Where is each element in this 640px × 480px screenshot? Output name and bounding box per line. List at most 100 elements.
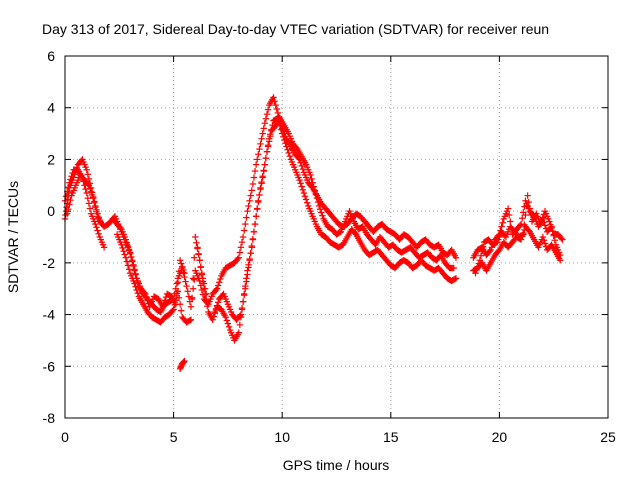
data-point [300, 189, 308, 197]
data-point [242, 220, 249, 228]
data-point [551, 237, 558, 244]
data-point [201, 285, 209, 292]
data-point [91, 199, 98, 206]
data-point [525, 198, 532, 206]
y-tick-label: -2 [43, 255, 56, 271]
data-point [271, 98, 278, 105]
data-point [202, 290, 210, 298]
data-point [479, 243, 487, 250]
data-point [257, 140, 264, 148]
data-point [296, 176, 303, 184]
data-point [209, 316, 216, 323]
data-point [495, 248, 502, 255]
data-point [170, 306, 177, 313]
data-point [197, 282, 204, 289]
data-point [546, 218, 553, 225]
series-track-c [63, 114, 566, 373]
data-point [69, 169, 76, 177]
data-point [527, 211, 535, 219]
data-point [184, 288, 191, 295]
data-point [124, 262, 132, 269]
y-tick-label: 2 [47, 151, 55, 167]
data-point [301, 193, 309, 200]
data-point [236, 321, 244, 329]
data-point [189, 275, 197, 282]
data-point [84, 171, 92, 178]
data-point [86, 205, 94, 212]
data-point [237, 311, 245, 318]
data-point [187, 316, 195, 323]
data-point [519, 231, 526, 239]
data-point [212, 305, 220, 312]
data-point [212, 286, 220, 294]
data-point [185, 293, 193, 300]
data-point [93, 224, 100, 231]
data-point [247, 249, 254, 257]
data-point [120, 248, 127, 255]
data-point [98, 220, 106, 228]
x-tick-label: 10 [274, 429, 290, 445]
data-point [235, 329, 242, 336]
data-point [131, 266, 138, 273]
data-point [67, 176, 74, 183]
data-point [65, 184, 72, 191]
data-point [249, 180, 257, 188]
data-point [121, 251, 128, 258]
data-point [179, 263, 186, 270]
data-point [299, 186, 307, 194]
data-point [538, 217, 545, 225]
data-point [267, 132, 274, 140]
data-point [189, 285, 197, 292]
data-point [249, 235, 257, 243]
data-point [270, 94, 277, 101]
data-point [183, 282, 190, 290]
data-point [248, 187, 255, 194]
data-point [247, 192, 254, 199]
data-point [255, 197, 262, 204]
data-point [132, 270, 139, 278]
data-point [539, 233, 547, 241]
data-point [240, 227, 248, 234]
data-point [259, 174, 266, 181]
data-point [181, 270, 188, 277]
data-point [124, 244, 132, 251]
data-point [235, 254, 242, 261]
data-point [336, 229, 343, 236]
data-point [83, 189, 90, 197]
data-point [82, 185, 89, 193]
data-point [84, 195, 92, 202]
data-point [88, 191, 96, 199]
data-point [84, 180, 92, 188]
data-point [236, 249, 244, 256]
data-point [197, 263, 204, 270]
data-point [182, 278, 189, 285]
data-point [159, 303, 166, 311]
data-point [187, 303, 195, 311]
data-point [519, 215, 526, 222]
x-tick-label: 5 [170, 429, 178, 445]
y-tick-label: -8 [43, 410, 56, 426]
data-point [477, 252, 485, 259]
data-point [194, 244, 201, 251]
data-point [217, 275, 224, 283]
data-point [315, 202, 323, 210]
data-point [298, 162, 305, 170]
data-point [279, 130, 286, 137]
data-point [85, 182, 93, 189]
data-point [284, 146, 291, 153]
data-point [245, 264, 252, 271]
data-point [67, 196, 74, 204]
data-point [66, 201, 73, 208]
data-point [558, 235, 565, 242]
data-point [240, 291, 248, 299]
data-point [222, 313, 229, 321]
data-point [174, 279, 182, 286]
data-point [180, 266, 187, 274]
data-point [281, 136, 288, 144]
data-point [283, 143, 290, 150]
data-point [262, 115, 270, 122]
data-point [122, 254, 130, 261]
data-point [133, 286, 140, 294]
y-tick-label: -6 [43, 358, 56, 374]
data-point [223, 317, 231, 324]
